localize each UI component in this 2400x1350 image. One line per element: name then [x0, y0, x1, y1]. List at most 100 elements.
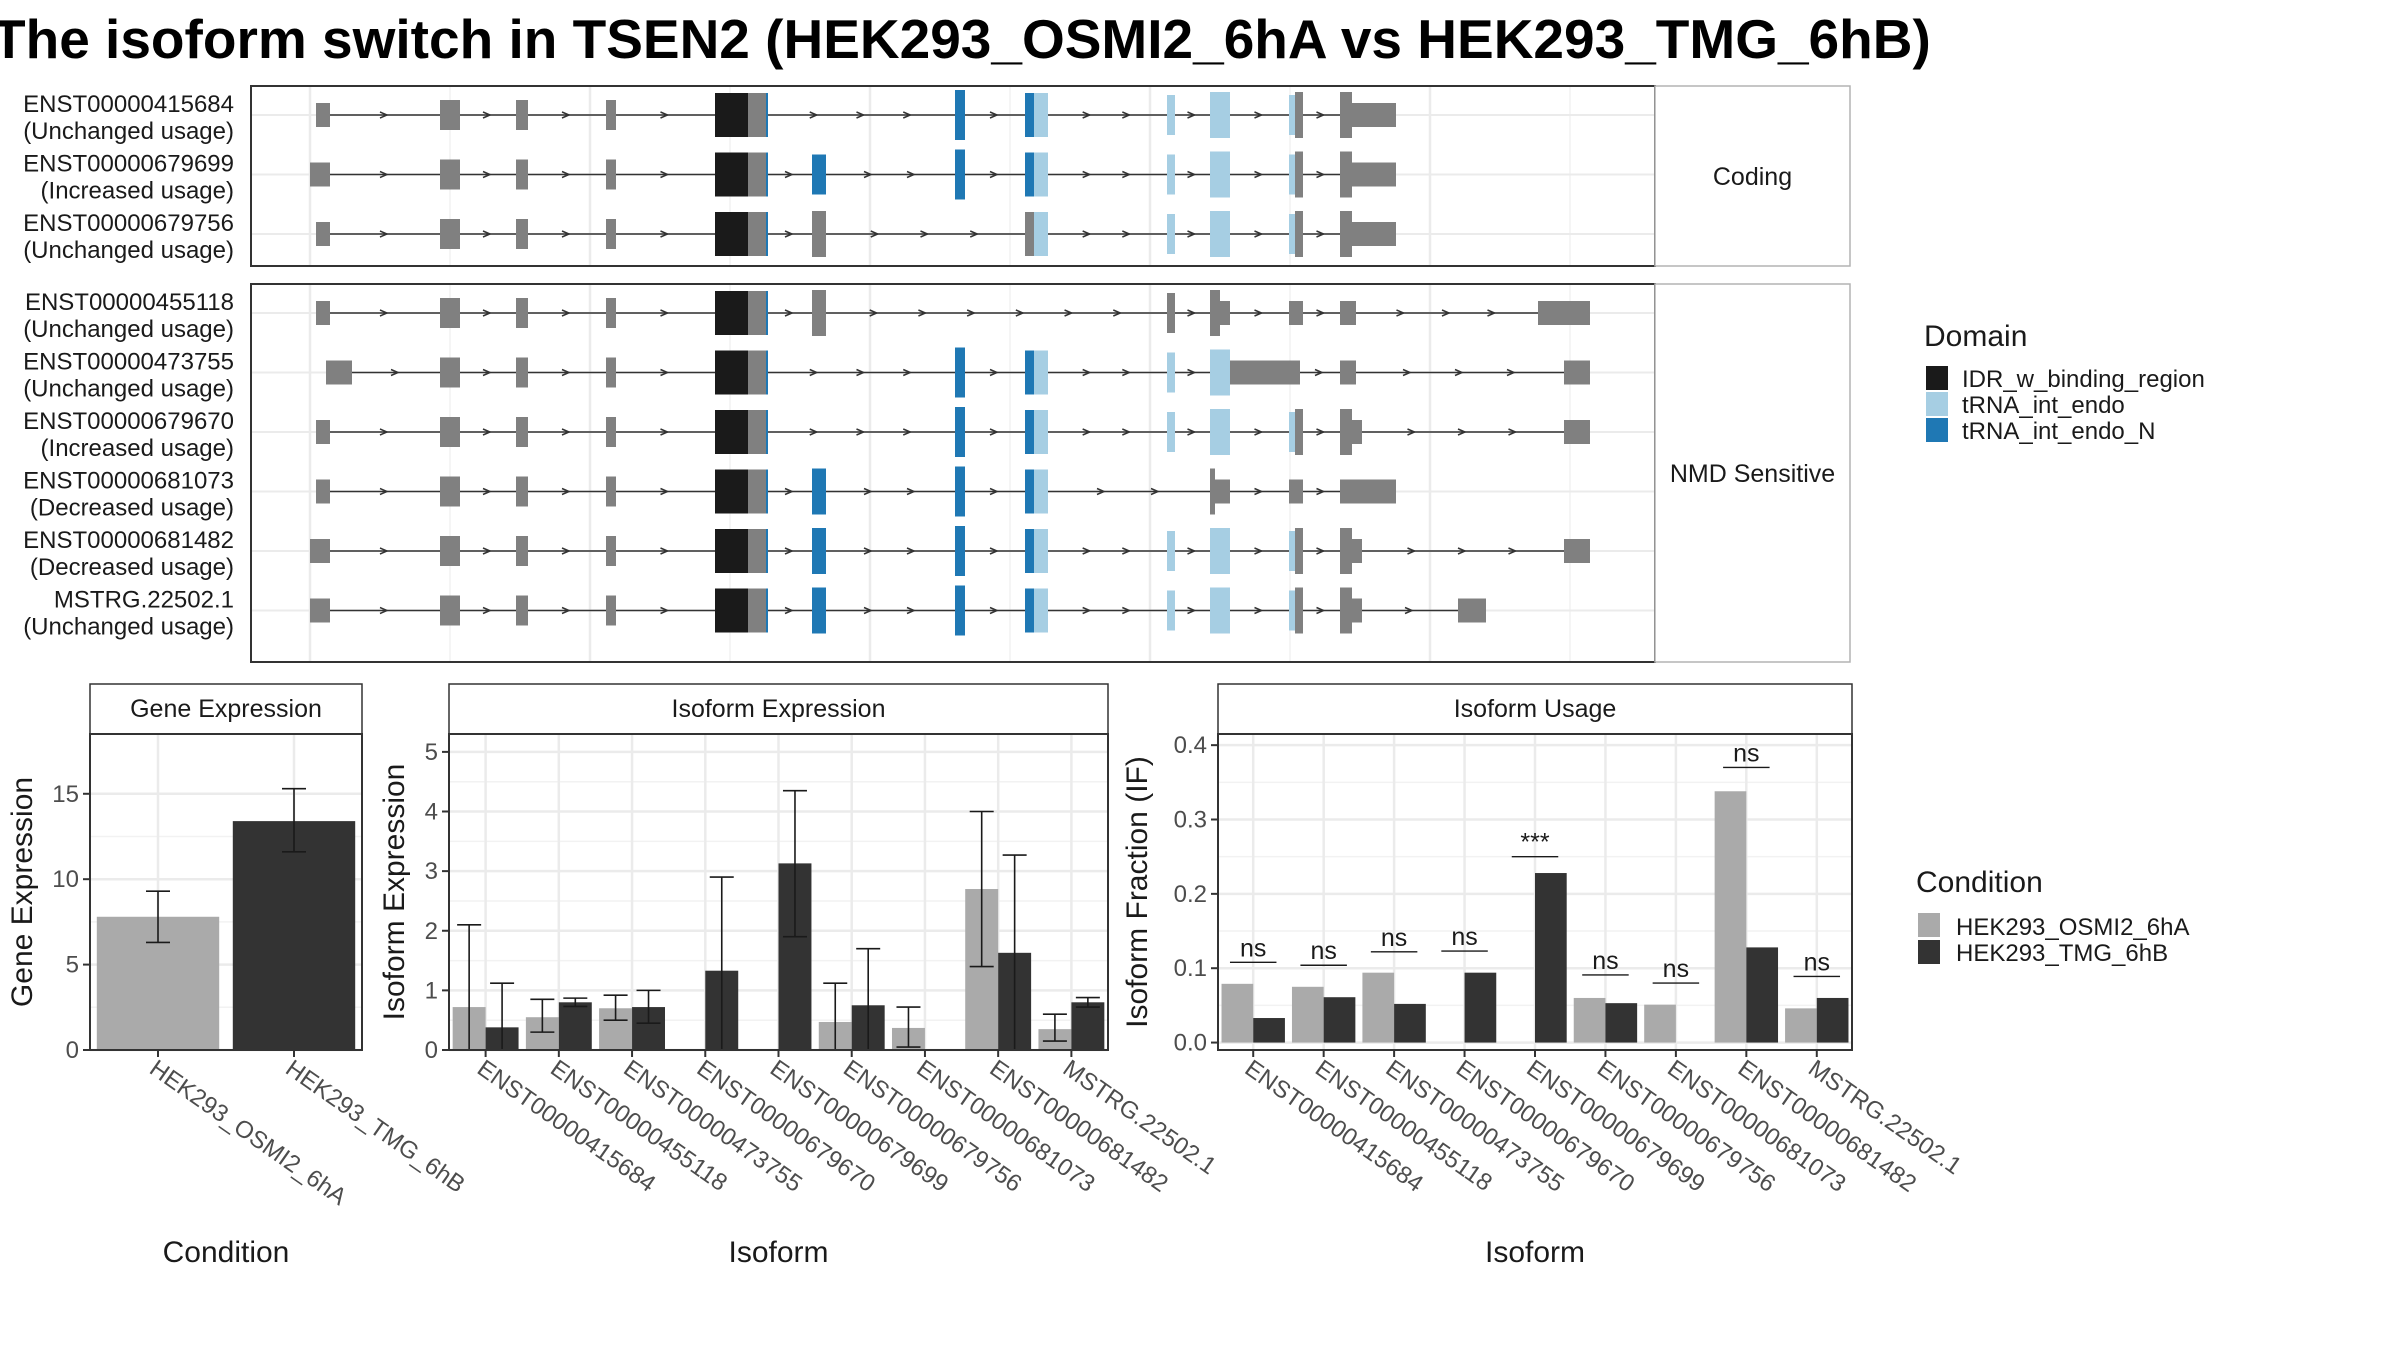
- transcript-id-label: ENST00000415684: [23, 91, 234, 118]
- bar: [1394, 1003, 1426, 1043]
- panel-strip: [1217, 683, 1853, 735]
- exon-block: [316, 420, 330, 444]
- exon-block: [440, 298, 460, 328]
- exon-block: [1295, 92, 1303, 138]
- direction-arrow: [856, 428, 866, 436]
- exon-block: [516, 298, 528, 328]
- legend-swatch-trna-int-endo-n: [1926, 418, 1948, 442]
- transcript-row: ENST00000681073(Decreased usage): [23, 466, 1396, 522]
- direction-arrow: [902, 111, 913, 119]
- direction-arrow: [482, 428, 492, 436]
- transcript-id-label: ENST00000473755: [23, 349, 234, 376]
- domain-block: [1167, 214, 1175, 254]
- direction-arrow: [863, 170, 873, 179]
- direction-arrow: [660, 487, 670, 496]
- isoform-usage-panel: Isoform Usage ns ns ns ns *** ns ns ns ns 0.0 0.1 0.…: [1121, 683, 1966, 1269]
- exon-block: [748, 152, 766, 197]
- bar: [1071, 1002, 1105, 1050]
- direction-arrow: [482, 170, 492, 179]
- domain-block: [1025, 529, 1034, 573]
- direction-arrow: [1487, 309, 1497, 317]
- domain-block: [715, 588, 722, 633]
- domain-block: [766, 350, 768, 395]
- direction-arrow: [1396, 309, 1406, 317]
- transcript-row: ENST00000455118(Unchanged usage): [23, 289, 1590, 343]
- direction-arrow: [1096, 487, 1106, 496]
- transcript-row: ENST00000681482(Decreased usage): [23, 526, 1590, 581]
- direction-arrow: [902, 428, 913, 436]
- direction-arrow: [660, 606, 670, 615]
- domain-block: [715, 469, 722, 514]
- direction-arrow: [1064, 309, 1074, 317]
- direction-arrow: [1122, 428, 1132, 436]
- panel-strip: [448, 683, 1109, 735]
- exon-block: [310, 598, 330, 623]
- exon-block: [516, 159, 528, 190]
- y-tick-label: 0.2: [1174, 881, 1207, 908]
- domain-block: [1034, 529, 1048, 573]
- exon-block: [1352, 598, 1362, 623]
- exon-block: [516, 357, 528, 388]
- exon-block: [440, 159, 460, 190]
- domain-block: [816, 468, 826, 515]
- domain-block: [812, 587, 826, 634]
- y-axis-title: Isoform Fraction (IF): [1121, 756, 1154, 1028]
- domain-block: [1167, 412, 1175, 452]
- domain-block: [1167, 531, 1175, 571]
- direction-arrow: [482, 606, 492, 615]
- direction-arrow: [561, 170, 571, 179]
- direction-arrow: [1122, 230, 1132, 238]
- significance-label: ns: [1663, 955, 1689, 983]
- y-axis-title: Gene Expression: [6, 777, 39, 1007]
- direction-arrow: [863, 606, 873, 615]
- direction-arrow: [1454, 368, 1464, 377]
- y-axis-title: Isoform Expression: [378, 764, 411, 1021]
- direction-arrow: [1404, 606, 1414, 615]
- exon-block: [440, 536, 460, 566]
- domain-block: [1289, 531, 1295, 571]
- direction-arrow: [1187, 170, 1197, 179]
- domain-block: [1289, 214, 1295, 254]
- domain-block: [1167, 352, 1175, 393]
- transcript-usage-label: (Increased usage): [41, 435, 234, 462]
- direction-arrow: [1314, 368, 1324, 377]
- structure-strip-label: NMD Sensitive: [1670, 460, 1835, 488]
- figure-title: The isoform switch in TSEN2 (HEK293_OSMI…: [0, 8, 1931, 70]
- direction-arrow: [1506, 368, 1516, 377]
- significance-label: ns: [1804, 948, 1830, 976]
- exon-block: [316, 301, 330, 325]
- direction-arrow: [1407, 547, 1417, 555]
- domain-block: [722, 93, 748, 137]
- direction-arrow: [1082, 170, 1092, 179]
- bar: [1816, 997, 1849, 1043]
- direction-arrow: [660, 170, 670, 179]
- domain-block: [722, 588, 748, 633]
- domain-block: [766, 291, 768, 335]
- domain-block: [955, 347, 965, 398]
- domain-block: [1210, 151, 1230, 198]
- y-tick-label: 3: [425, 858, 438, 885]
- direction-arrow: [1254, 547, 1264, 555]
- direction-arrow: [561, 309, 571, 317]
- exon-block: [1352, 420, 1362, 444]
- domain-block: [715, 152, 722, 197]
- direction-arrow: [906, 547, 916, 555]
- exon-block: [1458, 598, 1486, 623]
- significance-label: ns: [1592, 947, 1618, 975]
- bar: [232, 821, 356, 1050]
- direction-arrow: [863, 487, 873, 496]
- direction-arrow: [918, 309, 928, 317]
- exon-block: [812, 211, 826, 257]
- domain-block: [1289, 95, 1295, 135]
- direction-arrow: [379, 309, 389, 317]
- direction-arrow: [989, 368, 999, 377]
- domain-block: [1034, 93, 1048, 137]
- domain-block: [812, 154, 826, 195]
- domain-block: [715, 410, 722, 454]
- transcript-id-label: MSTRG.22502.1: [54, 587, 234, 614]
- direction-arrow: [1316, 547, 1326, 555]
- domain-block: [955, 466, 965, 517]
- domain-block: [722, 350, 748, 395]
- transcript-row: ENST00000473755(Unchanged usage): [23, 347, 1590, 403]
